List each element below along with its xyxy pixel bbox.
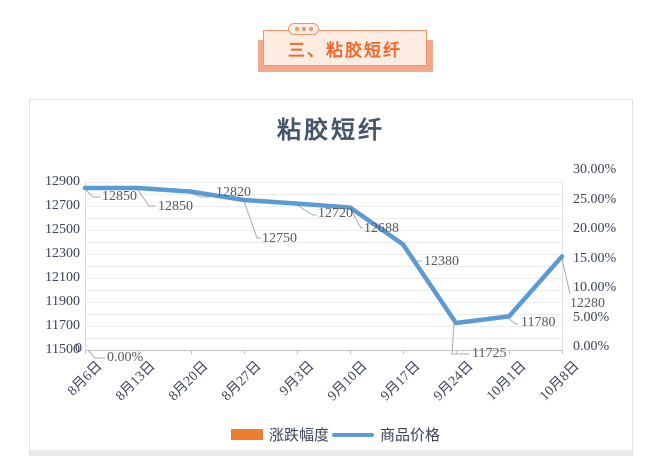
left-axis-line	[85, 182, 86, 350]
gridline	[85, 278, 562, 279]
left-axis-tick-label: 12500	[45, 222, 80, 237]
gridline	[85, 326, 562, 327]
right-axis-tick-label: 20.00%	[573, 221, 617, 236]
price-data-label: 12720	[318, 205, 353, 221]
price-data-label: 12380	[424, 254, 459, 270]
label-leader-line	[87, 349, 105, 359]
x-tickmark	[562, 350, 563, 354]
label-leader-line	[85, 189, 101, 198]
legend-label-price: 商品价格	[380, 428, 441, 444]
legend-label-change: 涨跌幅度	[269, 428, 330, 444]
price-data-label: 12820	[216, 184, 251, 200]
x-tickmark	[191, 350, 192, 354]
gridline	[85, 266, 562, 267]
gridline	[85, 242, 562, 243]
price-data-label: 12850	[158, 199, 193, 214]
x-axis-line	[85, 350, 563, 351]
gridline	[85, 230, 562, 231]
x-tickmark	[350, 350, 351, 354]
x-tickmark	[138, 350, 139, 354]
x-tickmark	[403, 350, 404, 354]
x-tickmark	[456, 350, 457, 354]
left-axis-tick-label: 12700	[45, 198, 80, 213]
price-data-label: 12750	[262, 231, 297, 246]
legend-bar-swatch-icon	[231, 429, 263, 440]
left-axis-tick-label: 12900	[45, 174, 80, 189]
gridline	[85, 194, 562, 195]
chart-title: 粘胶短纤	[277, 118, 385, 144]
right-axis-tick-label: 30.00%	[573, 162, 617, 177]
badge-dots-decoration-icon	[288, 23, 319, 35]
label-leader-line	[561, 258, 571, 295]
label-leader-line	[243, 200, 261, 239]
right-axis-tick-label: 5.00%	[573, 310, 610, 325]
axis-zero-label: 0	[75, 341, 82, 356]
section-badge-label: 三、粘胶短纤	[288, 40, 402, 60]
x-tickmark	[85, 350, 86, 354]
right-axis-tick-label: 0.00%	[573, 339, 610, 354]
price-data-label: 12688	[364, 221, 399, 237]
gridline	[85, 218, 562, 219]
x-tickmark	[297, 350, 298, 354]
section-badge: 三、粘胶短纤	[263, 30, 427, 66]
left-axis-tick-label: 12300	[45, 246, 80, 261]
price-data-label: 12850	[102, 189, 137, 204]
bottom-divider-strip	[30, 450, 632, 456]
left-axis-tick-label: 11900	[45, 294, 80, 309]
x-tickmark	[244, 350, 245, 354]
change-series-label: 0.00%	[107, 350, 144, 365]
left-axis-tick-label: 11500	[45, 342, 80, 357]
gridline	[85, 290, 562, 291]
gridline	[85, 182, 562, 183]
label-leader-line	[296, 204, 317, 216]
right-axis-tick-label: 15.00%	[573, 251, 617, 266]
right-axis-tick-label: 25.00%	[573, 192, 617, 207]
label-leader-line	[349, 207, 363, 229]
price-data-label: 11725	[472, 346, 507, 361]
right-axis-tick-label: 10.00%	[573, 280, 617, 295]
gridline	[85, 314, 562, 315]
price-data-label: 11780	[521, 315, 556, 331]
label-leader-line	[137, 189, 155, 207]
label-leader-line	[508, 318, 518, 325]
x-tickmark	[509, 350, 510, 354]
label-leader-line	[451, 323, 469, 355]
legend-line-swatch-icon	[332, 433, 374, 437]
chart-legend: 涨跌幅度 商品价格	[0, 424, 670, 446]
right-axis-line	[562, 182, 563, 350]
price-line-chart	[82, 185, 571, 359]
price-line	[82, 185, 565, 326]
gridline	[85, 254, 562, 255]
left-axis-tick-label: 12100	[45, 270, 80, 285]
price-data-label: 12280	[570, 296, 605, 312]
gridline	[85, 302, 562, 303]
gridline	[85, 338, 562, 339]
left-axis-tick-label: 11700	[45, 318, 80, 333]
chart-card	[29, 99, 633, 456]
